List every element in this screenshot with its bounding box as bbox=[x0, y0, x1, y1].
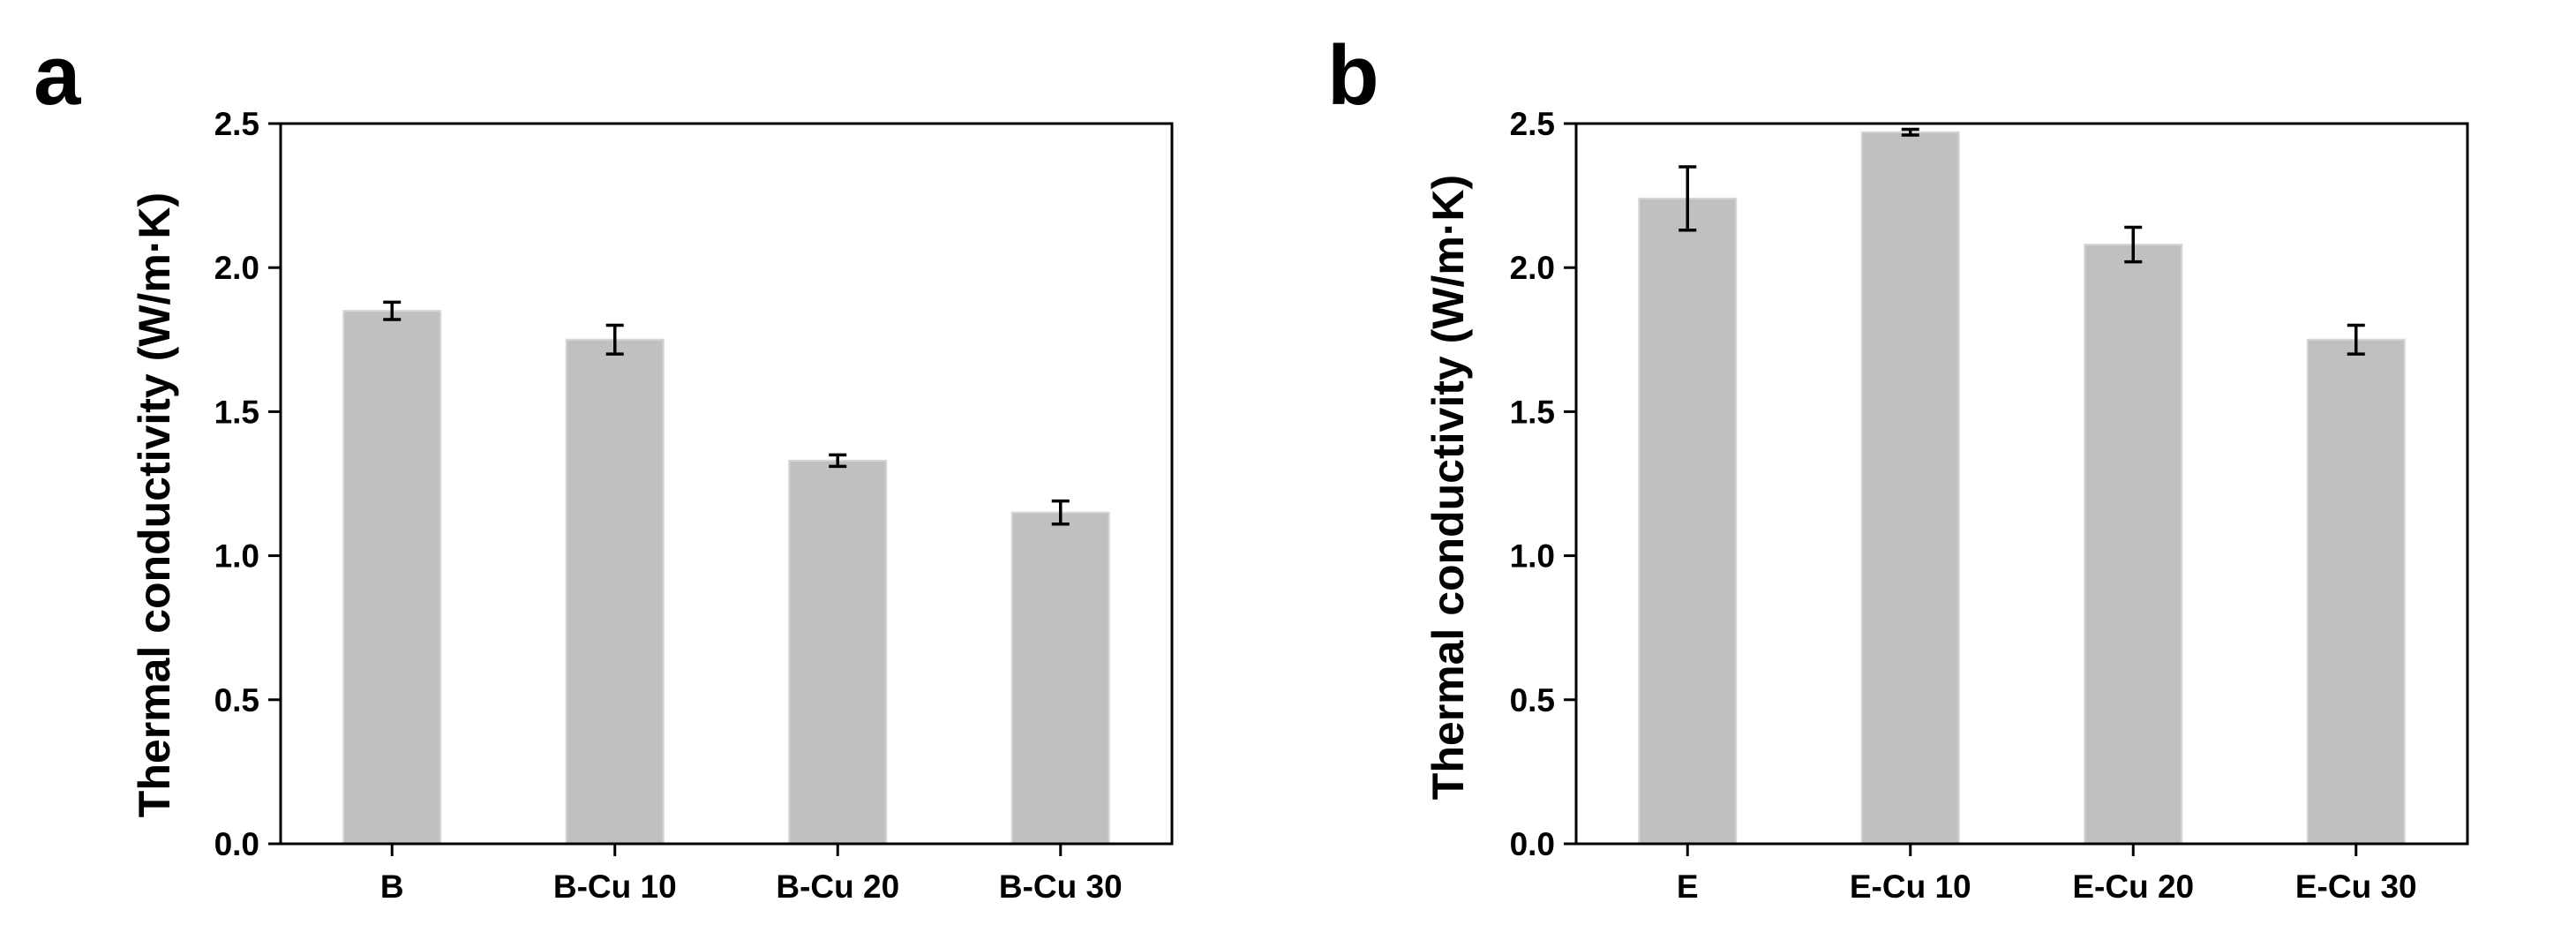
panel-label-a: a bbox=[34, 28, 81, 123]
error-bar-b-2 bbox=[1901, 127, 1919, 137]
bar-b-2 bbox=[1860, 131, 1960, 846]
y-tick-label: 1.5 bbox=[1510, 394, 1555, 430]
error-bar-a-1 bbox=[383, 300, 402, 321]
chart-panel-b: b Thermal conductivity (W/m·K) 0.0 0.5 1.0… bbox=[1327, 28, 2469, 905]
bar-b-4 bbox=[2306, 338, 2406, 845]
error-bar-b-1 bbox=[1679, 165, 1697, 232]
bar-a-4 bbox=[1010, 511, 1110, 845]
y-tick-label: 1.0 bbox=[214, 538, 259, 575]
y-ticks-b: 0.0 0.5 1.0 1.5 2.0 2.5 bbox=[1510, 106, 1576, 862]
x-tick-label: B-Cu 20 bbox=[776, 869, 899, 905]
y-tick-label: 2.5 bbox=[1510, 106, 1555, 142]
y-tick-label: 2.0 bbox=[1510, 250, 1555, 286]
error-bar-b-4 bbox=[2347, 323, 2365, 356]
bars-a bbox=[342, 310, 1110, 846]
x-tick-label: B bbox=[380, 869, 404, 905]
bar-a-2 bbox=[565, 338, 665, 845]
y-axis-label-b: Thermal conductivity (W/m·K) bbox=[1423, 175, 1473, 800]
bar-b-1 bbox=[1638, 197, 1738, 845]
error-bars-a bbox=[383, 300, 1070, 526]
y-tick-label: 1.0 bbox=[1510, 538, 1555, 575]
y-tick-label: 0.0 bbox=[1510, 826, 1555, 862]
plot-frame-a bbox=[279, 122, 1174, 846]
x-tick-label: E-Cu 20 bbox=[2072, 869, 2194, 905]
y-tick-label: 2.0 bbox=[214, 250, 259, 286]
y-tick-label: 0.0 bbox=[214, 826, 259, 862]
x-ticks-a: B B-Cu 10 B-Cu 20 B-Cu 30 bbox=[380, 844, 1123, 905]
y-tick-label: 0.5 bbox=[214, 682, 259, 718]
bar-a-3 bbox=[788, 459, 888, 845]
panel-label-b: b bbox=[1327, 28, 1379, 123]
error-bar-b-3 bbox=[2124, 225, 2143, 264]
y-tick-label: 0.5 bbox=[1510, 682, 1555, 718]
bar-a-1 bbox=[342, 310, 442, 846]
y-tick-label: 2.5 bbox=[214, 106, 259, 142]
y-tick-label: 1.5 bbox=[214, 394, 259, 430]
x-ticks-b: E E-Cu 10 E-Cu 20 E-Cu 30 bbox=[1677, 844, 2417, 905]
error-bar-a-4 bbox=[1051, 499, 1070, 526]
x-tick-label: B-Cu 10 bbox=[553, 869, 677, 905]
x-tick-label: B-Cu 30 bbox=[999, 869, 1123, 905]
x-tick-label: E bbox=[1677, 869, 1699, 905]
y-axis-label-a: Thermal conductivity (W/m·K) bbox=[130, 192, 179, 817]
bar-b-3 bbox=[2084, 244, 2183, 845]
plot-frame-b bbox=[1574, 122, 2469, 846]
x-tick-label: E-Cu 30 bbox=[2295, 869, 2417, 905]
y-ticks-a: 0.0 0.5 1.0 1.5 2.0 2.5 bbox=[214, 106, 281, 862]
bars-b bbox=[1638, 131, 2406, 846]
error-bars-b bbox=[1679, 127, 2365, 356]
x-tick-label: E-Cu 10 bbox=[1850, 869, 1971, 905]
chart-panel-a: a Thermal conductivity (W/m·K) 0.0 0.5 1.0… bbox=[34, 28, 1174, 905]
error-bar-a-2 bbox=[605, 323, 624, 356]
error-bar-a-3 bbox=[829, 453, 847, 469]
